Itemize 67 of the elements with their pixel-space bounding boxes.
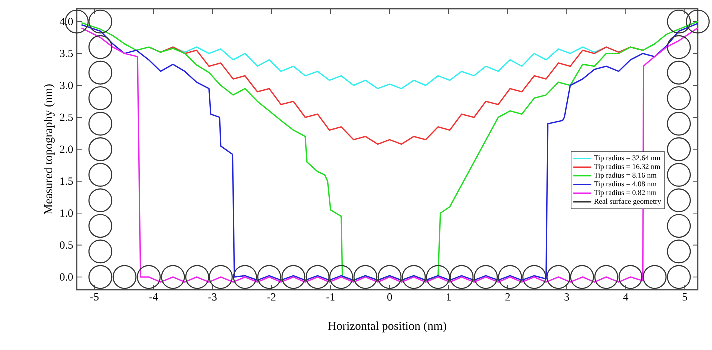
- point: [594, 265, 618, 290]
- y-tick-label: 0.0: [60, 274, 74, 281]
- x-tick-label: 5: [682, 294, 688, 301]
- point: [667, 35, 692, 60]
- point: [88, 60, 113, 85]
- x-tick-label: -4: [150, 294, 158, 301]
- point: [667, 265, 692, 290]
- point: [402, 265, 426, 290]
- point: [88, 188, 113, 213]
- y-tick-label: 2.5: [60, 114, 74, 122]
- point: [282, 265, 306, 290]
- point: [667, 10, 692, 34]
- x-tick-label: 0: [388, 294, 392, 301]
- x-tick-label: 2: [506, 294, 510, 301]
- y-tick-label: 1.5: [60, 178, 74, 186]
- point: [618, 265, 643, 290]
- point: [686, 10, 710, 34]
- y-axis-title: Measured topography (nm): [44, 84, 55, 215]
- point: [667, 112, 692, 136]
- point: [209, 265, 233, 290]
- x-axis-title: Horizontal position (nm): [328, 322, 446, 333]
- x-tick-label: 3: [564, 294, 570, 301]
- point: [450, 265, 474, 290]
- y-tick-label: 3.5: [60, 50, 74, 58]
- point: [498, 265, 522, 290]
- point: [667, 163, 692, 187]
- point: [570, 265, 594, 290]
- point: [185, 265, 210, 290]
- point: [88, 240, 113, 264]
- x-tick-label: 4: [623, 294, 629, 301]
- point: [137, 265, 161, 290]
- point: [112, 265, 137, 290]
- point: [667, 60, 692, 85]
- point: [642, 265, 667, 290]
- x-tick-label: -3: [208, 294, 217, 301]
- x-tick-label: -2: [268, 294, 276, 301]
- point: [378, 265, 402, 290]
- point: [88, 10, 113, 34]
- point: [474, 265, 498, 290]
- x-tick-label: -1: [326, 294, 335, 301]
- point: [88, 214, 113, 238]
- point: [161, 265, 186, 290]
- point: [667, 240, 692, 264]
- x-tick-label: -5: [90, 294, 99, 301]
- point: [667, 214, 692, 238]
- point: [257, 265, 282, 290]
- point: [88, 138, 113, 162]
- y-tick-label: 2.0: [60, 146, 74, 154]
- y-tick-label: 1.0: [60, 210, 74, 218]
- y-tick-label: 3.0: [60, 82, 74, 90]
- point: [354, 265, 378, 290]
- point: [88, 112, 113, 136]
- point: [667, 138, 692, 162]
- point: [546, 265, 571, 290]
- point: [426, 265, 450, 290]
- point: [88, 86, 113, 110]
- point: [88, 163, 113, 187]
- y-tick-label: 0.5: [60, 242, 74, 250]
- point: [233, 265, 258, 290]
- point: [306, 265, 330, 290]
- point: [522, 265, 546, 290]
- point: [88, 35, 113, 60]
- point: [330, 265, 354, 290]
- point: [667, 188, 692, 213]
- point: [88, 265, 113, 290]
- x-tick-label: 1: [447, 294, 451, 301]
- point: [667, 86, 692, 110]
